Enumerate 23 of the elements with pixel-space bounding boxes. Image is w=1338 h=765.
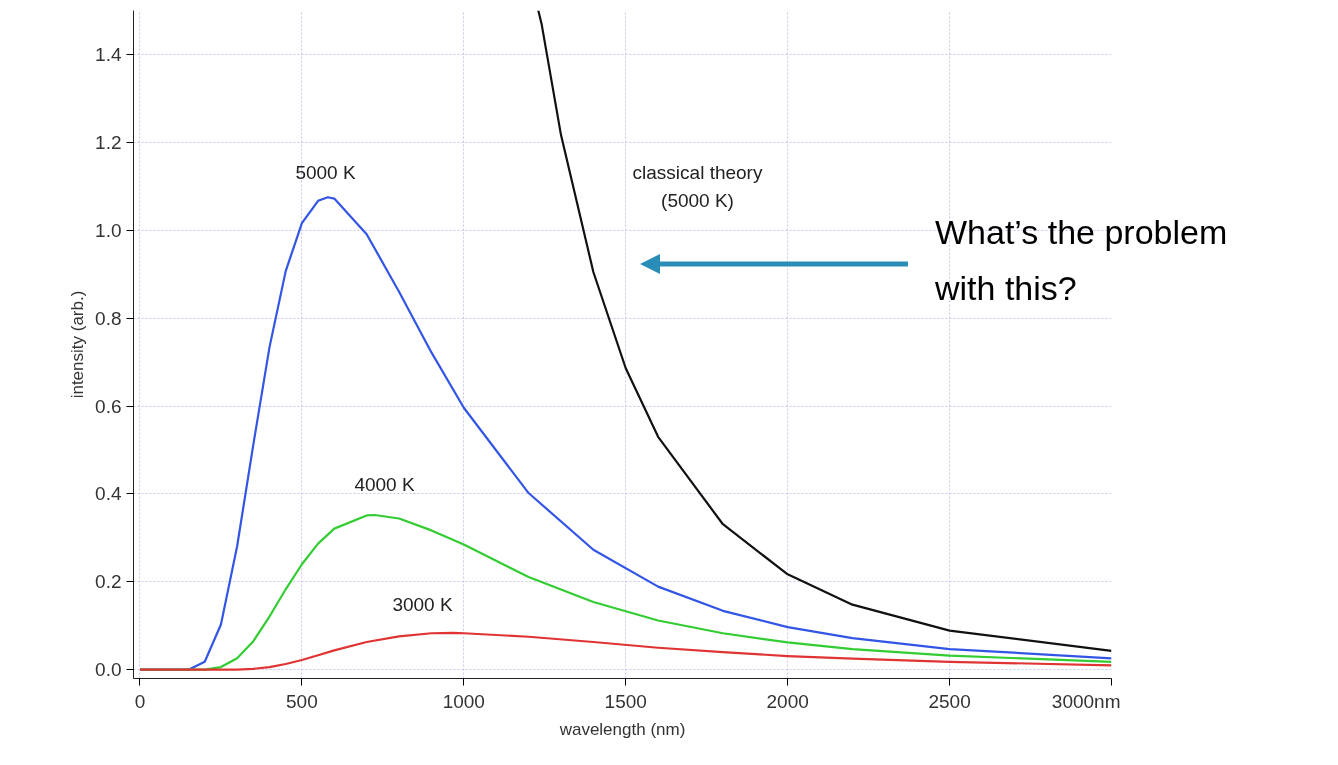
annotation: 4000 K	[354, 474, 415, 495]
x-tick-label: 2500	[928, 690, 971, 712]
x-tick-label: 0	[134, 690, 146, 712]
y-axis-title: intensity (arb.)	[68, 290, 88, 399]
y-tick-label: 1.0	[95, 219, 122, 241]
x-tick-label: 3000nm	[1051, 690, 1121, 712]
y-tick-label: 0.4	[95, 483, 122, 505]
annotation: What’s the problem with this?	[935, 212, 1228, 309]
annotation: 5000 K	[295, 162, 356, 183]
line-series	[138, 631, 1112, 671]
x-tick-label: 1500	[604, 690, 647, 712]
x-tick-label: 500	[286, 690, 318, 712]
annotation: classical theory (5000 K)	[632, 162, 763, 211]
y-tick-label: 1.2	[95, 131, 122, 153]
y-tick-label: 0.8	[95, 307, 122, 329]
y-tick-label: 1.4	[95, 43, 122, 65]
y-tick-label: 0.0	[95, 659, 122, 681]
x-tick-label: 2000	[766, 690, 809, 712]
y-tick-label: 0.2	[95, 571, 122, 593]
x-tick-label: 1000	[442, 690, 485, 712]
x-axis-title: wavelength (nm)	[558, 719, 686, 739]
annotation: 3000 K	[392, 594, 453, 615]
y-tick-label: 0.6	[95, 395, 122, 417]
